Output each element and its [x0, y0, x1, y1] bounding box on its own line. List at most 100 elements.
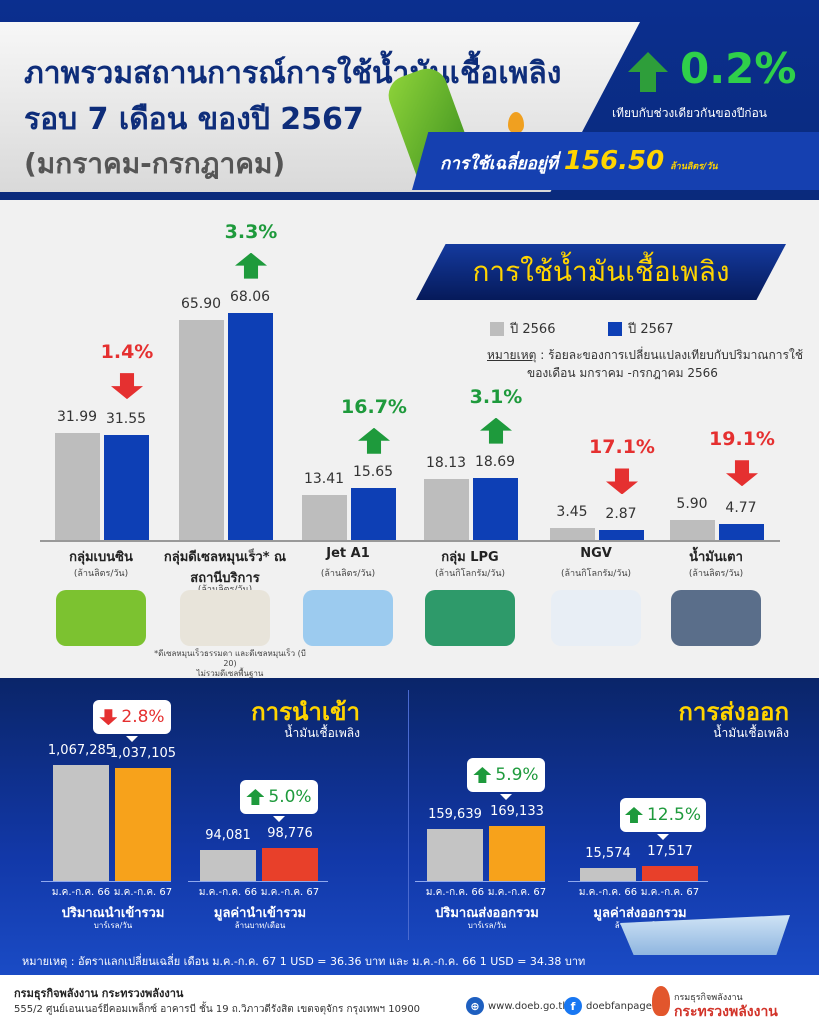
bar-2567	[473, 477, 518, 540]
category-label: น้ำมันเตา	[689, 550, 743, 565]
logo-line1: กรมธุรกิจพลังงาน	[674, 993, 743, 1003]
change-bubble: 5.0%	[240, 780, 318, 822]
oil-drop-icon	[508, 112, 524, 134]
change-pct: 17.1%	[589, 436, 655, 459]
arrow-up-icon	[358, 427, 390, 454]
title-line1: ภาพรวมสถานการณ์การใช้น้ำมันเชื้อเพลิง	[24, 56, 562, 91]
arrow-up-icon	[480, 417, 512, 444]
bar-2567	[719, 524, 764, 540]
bar-2566	[424, 479, 469, 540]
change-pct: 12.5%	[646, 805, 701, 825]
period-label: ม.ค.-ก.ค. 66	[425, 887, 485, 898]
legend-swatch	[608, 321, 622, 336]
bar-value-label: 15,574	[585, 845, 631, 861]
import-subtitle: น้ำมันเชื้อเพลิง	[284, 726, 360, 740]
usage-baseline	[40, 540, 780, 542]
average-usage: การใช้เฉลี่ยอยู่ที่ 156.50 ล้านลิตร/วัน	[412, 132, 819, 190]
legend-2567: ปี 2567	[608, 318, 673, 339]
usage-section-title: การใช้น้ำมันเชื้อเพลิง	[416, 244, 786, 300]
change-bubble: 12.5%	[620, 798, 706, 840]
group-unit: บาร์เรล/วัน	[93, 921, 133, 930]
panel-divider	[408, 690, 409, 940]
bar-value-label: 1,067,285	[47, 743, 115, 758]
note-label: หมายเหตุ	[487, 348, 537, 362]
bar-value-label: 68.06	[229, 288, 271, 305]
website-link[interactable]: ⊕ www.doeb.go.th	[466, 997, 569, 1015]
category-unit: (ล้านลิตร/วัน)	[73, 569, 129, 579]
pickup-truck-icon	[180, 590, 270, 646]
period-label: ม.ค.-ก.ค. 66	[51, 887, 111, 898]
category-label: กลุ่มดีเซลหมุนเร็ว* ณ สถานีบริการ	[163, 550, 287, 586]
bar-67	[489, 826, 545, 881]
bar-67	[642, 866, 698, 881]
bar-66	[427, 829, 483, 881]
logo-line2: กระทรวงพลังงาน	[674, 1004, 778, 1020]
arrow-up-icon	[624, 807, 643, 823]
import-title: การนำเข้า	[251, 698, 360, 726]
cargo-ship-icon	[620, 915, 790, 955]
category-unit: (ล้านลิตร/วัน)	[320, 569, 376, 579]
change-bubble: 5.9%	[467, 758, 545, 800]
car-icon	[56, 590, 146, 646]
bar-value-label: 65.90	[180, 295, 222, 312]
change-pct: 16.7%	[341, 395, 407, 418]
avg-unit: ล้านลิตร/วัน	[670, 162, 718, 172]
bar-value-label: 4.77	[725, 500, 757, 517]
period-label: ม.ค.-ก.ค. 66	[578, 887, 638, 898]
footer-address: 555/2 ศูนย์เอนเนอร์ยีคอมเพล็กซ์ อาคารบี …	[14, 1004, 421, 1015]
chart-baseline	[41, 881, 171, 882]
arrow-down-icon	[606, 468, 638, 495]
ministry-logo-icon	[652, 986, 670, 1016]
usage-note: หมายเหตุ : ร้อยละของการเปลี่ยนแปลงเทียบก…	[487, 346, 803, 382]
note-text: : ร้อยละของการเปลี่ยนแปลงเทียบกับปริมาณก…	[536, 348, 803, 362]
category-label: Jet A1	[326, 546, 370, 561]
change-pct: 3.1%	[469, 385, 523, 408]
period-label: ม.ค.-ก.ค. 66	[198, 887, 258, 898]
period-label: ม.ค.-ก.ค. 67	[260, 887, 320, 898]
airplane-icon	[303, 590, 393, 646]
bar-value-label: 159,639	[428, 807, 482, 823]
chart-baseline	[568, 881, 708, 882]
change-bubble: 2.8%	[93, 700, 171, 743]
title-line2: รอบ 7 เดือน ของปี 2567	[24, 102, 364, 137]
legend-label: ปี 2566	[510, 322, 556, 337]
title-line3: (มกราคม-กรกฎาคม)	[24, 147, 286, 180]
bar-value-label: 31.55	[105, 410, 147, 427]
factory-icon	[671, 590, 761, 646]
bar-value-label: 18.13	[425, 455, 467, 472]
bar-value-label: 15.65	[352, 463, 394, 480]
facebook-link[interactable]: f doebfanpage	[564, 997, 652, 1015]
change-pct: 1.4%	[100, 341, 154, 364]
arrow-down-icon	[726, 460, 758, 487]
bar-value-label: 13.41	[303, 471, 345, 488]
chart-baseline	[188, 881, 328, 882]
bar-66	[580, 867, 636, 881]
overall-change-pct: 0.2%	[680, 44, 797, 93]
ngv-truck-icon	[551, 590, 641, 646]
bar-2567	[599, 530, 644, 540]
bar-value-label: 3.45	[556, 504, 588, 521]
facebook-text: doebfanpage	[586, 1000, 652, 1012]
bar-66	[53, 765, 109, 881]
bar-value-label: 17,517	[647, 844, 693, 859]
bar-value-label: 98,776	[267, 826, 313, 841]
arrow-up-icon	[246, 789, 265, 805]
footnote-line2: ไม่รวมดีเซลพื้นฐาน	[196, 669, 264, 678]
bar-value-label: 2.87	[605, 506, 637, 523]
bar-value-label: 94,081	[205, 827, 251, 843]
change-caption: เทียบกับช่วงเดียวกันของปีก่อน	[612, 106, 767, 120]
category-unit: (ล้านกิโลกรัม/วัน)	[435, 569, 505, 579]
change-pct: 19.1%	[709, 428, 775, 451]
arrow-down-icon	[111, 373, 143, 400]
avg-prefix: การใช้เฉลี่ยอยู่ที่	[440, 154, 558, 174]
avg-value: 156.50	[563, 146, 665, 176]
bar-value-label: 169,133	[490, 804, 544, 819]
period-label: ม.ค.-ก.ค. 67	[113, 887, 173, 898]
arrow-down-icon	[99, 709, 118, 726]
group-name: ปริมาณส่งออกรวม	[435, 906, 539, 921]
footer-org: กรมธุรกิจพลังงาน กระทรวงพลังงาน	[14, 987, 184, 1000]
period-label: ม.ค.-ก.ค. 67	[640, 887, 700, 898]
legend-2566: ปี 2566	[490, 318, 555, 339]
category-unit: (ล้านลิตร/วัน)	[688, 569, 744, 579]
arrow-up-icon	[473, 767, 492, 783]
